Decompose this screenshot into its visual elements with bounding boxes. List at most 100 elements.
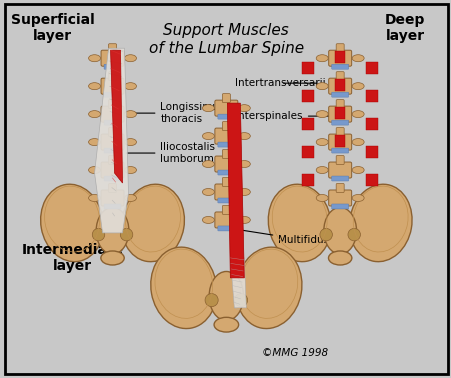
Ellipse shape	[316, 195, 327, 201]
FancyBboxPatch shape	[217, 226, 235, 231]
FancyBboxPatch shape	[331, 204, 348, 209]
FancyBboxPatch shape	[336, 128, 343, 136]
Bar	[365, 62, 377, 74]
Text: Support Muscles
of the Lumbar Spine: Support Muscles of the Lumbar Spine	[148, 23, 303, 56]
Polygon shape	[227, 103, 244, 278]
FancyBboxPatch shape	[217, 198, 235, 203]
FancyBboxPatch shape	[108, 44, 116, 53]
FancyBboxPatch shape	[214, 128, 237, 144]
Ellipse shape	[101, 251, 124, 265]
FancyBboxPatch shape	[104, 176, 121, 181]
Bar	[335, 135, 345, 147]
FancyBboxPatch shape	[328, 50, 351, 66]
FancyBboxPatch shape	[101, 162, 124, 178]
Ellipse shape	[88, 111, 100, 118]
Ellipse shape	[238, 133, 250, 139]
FancyBboxPatch shape	[336, 183, 343, 192]
Ellipse shape	[316, 111, 327, 118]
FancyBboxPatch shape	[328, 78, 351, 94]
Circle shape	[120, 228, 133, 241]
FancyBboxPatch shape	[328, 106, 351, 122]
FancyBboxPatch shape	[101, 78, 124, 94]
FancyBboxPatch shape	[101, 106, 124, 122]
FancyBboxPatch shape	[328, 190, 351, 206]
FancyBboxPatch shape	[217, 142, 235, 147]
FancyBboxPatch shape	[217, 114, 235, 119]
Ellipse shape	[235, 247, 301, 328]
Bar	[302, 146, 313, 158]
FancyBboxPatch shape	[101, 134, 124, 150]
Ellipse shape	[88, 55, 100, 62]
Ellipse shape	[351, 139, 364, 146]
Ellipse shape	[351, 83, 364, 90]
Ellipse shape	[316, 139, 327, 146]
Text: Intermediate
layer: Intermediate layer	[22, 243, 123, 273]
Ellipse shape	[268, 184, 331, 262]
FancyBboxPatch shape	[108, 128, 116, 136]
FancyBboxPatch shape	[108, 156, 116, 164]
Ellipse shape	[209, 271, 243, 321]
Text: Iliocostalis
lumborum: Iliocostalis lumborum	[126, 142, 215, 164]
Ellipse shape	[121, 184, 184, 262]
Ellipse shape	[202, 189, 214, 195]
Bar	[302, 62, 313, 74]
FancyBboxPatch shape	[104, 120, 121, 125]
FancyBboxPatch shape	[214, 184, 237, 200]
Bar	[365, 174, 377, 186]
FancyBboxPatch shape	[331, 92, 348, 97]
Ellipse shape	[41, 184, 103, 262]
FancyBboxPatch shape	[214, 100, 237, 116]
FancyBboxPatch shape	[108, 183, 116, 192]
Ellipse shape	[238, 105, 250, 112]
Circle shape	[92, 228, 105, 241]
Ellipse shape	[124, 111, 136, 118]
Bar	[365, 90, 377, 102]
Text: Intertransversarii: Intertransversarii	[235, 78, 325, 88]
FancyBboxPatch shape	[104, 148, 121, 153]
Ellipse shape	[124, 167, 136, 174]
Circle shape	[319, 228, 331, 241]
Ellipse shape	[351, 167, 364, 174]
Bar	[302, 174, 313, 186]
Ellipse shape	[88, 83, 100, 90]
Bar	[335, 51, 345, 63]
Text: Multifidus: Multifidus	[243, 230, 329, 245]
FancyBboxPatch shape	[331, 148, 348, 153]
Ellipse shape	[351, 55, 364, 62]
FancyBboxPatch shape	[336, 100, 343, 108]
Ellipse shape	[151, 247, 216, 328]
Text: Deep
layer: Deep layer	[384, 13, 424, 43]
FancyBboxPatch shape	[104, 92, 121, 97]
FancyBboxPatch shape	[222, 94, 230, 103]
FancyBboxPatch shape	[108, 72, 116, 81]
FancyBboxPatch shape	[101, 190, 124, 206]
Ellipse shape	[316, 167, 327, 174]
FancyBboxPatch shape	[336, 156, 343, 164]
Ellipse shape	[238, 161, 250, 167]
Ellipse shape	[124, 55, 136, 62]
Text: Interspinales: Interspinales	[235, 111, 329, 121]
FancyBboxPatch shape	[104, 204, 121, 209]
Ellipse shape	[323, 208, 356, 254]
Ellipse shape	[124, 83, 136, 90]
FancyBboxPatch shape	[214, 212, 237, 228]
FancyBboxPatch shape	[222, 150, 230, 158]
Ellipse shape	[238, 217, 250, 223]
Ellipse shape	[349, 184, 411, 262]
Polygon shape	[230, 258, 246, 308]
Ellipse shape	[238, 189, 250, 195]
FancyBboxPatch shape	[331, 176, 348, 181]
FancyBboxPatch shape	[214, 156, 237, 172]
FancyBboxPatch shape	[108, 100, 116, 108]
Ellipse shape	[351, 111, 364, 118]
Text: Superficial
layer: Superficial layer	[11, 13, 94, 43]
FancyBboxPatch shape	[336, 72, 343, 81]
Text: Longissimus
thoracis: Longissimus thoracis	[122, 102, 225, 124]
Ellipse shape	[202, 161, 214, 167]
Ellipse shape	[351, 195, 364, 201]
Circle shape	[347, 228, 359, 241]
Ellipse shape	[96, 208, 129, 254]
Ellipse shape	[124, 195, 136, 201]
Bar	[365, 146, 377, 158]
Ellipse shape	[328, 251, 351, 265]
